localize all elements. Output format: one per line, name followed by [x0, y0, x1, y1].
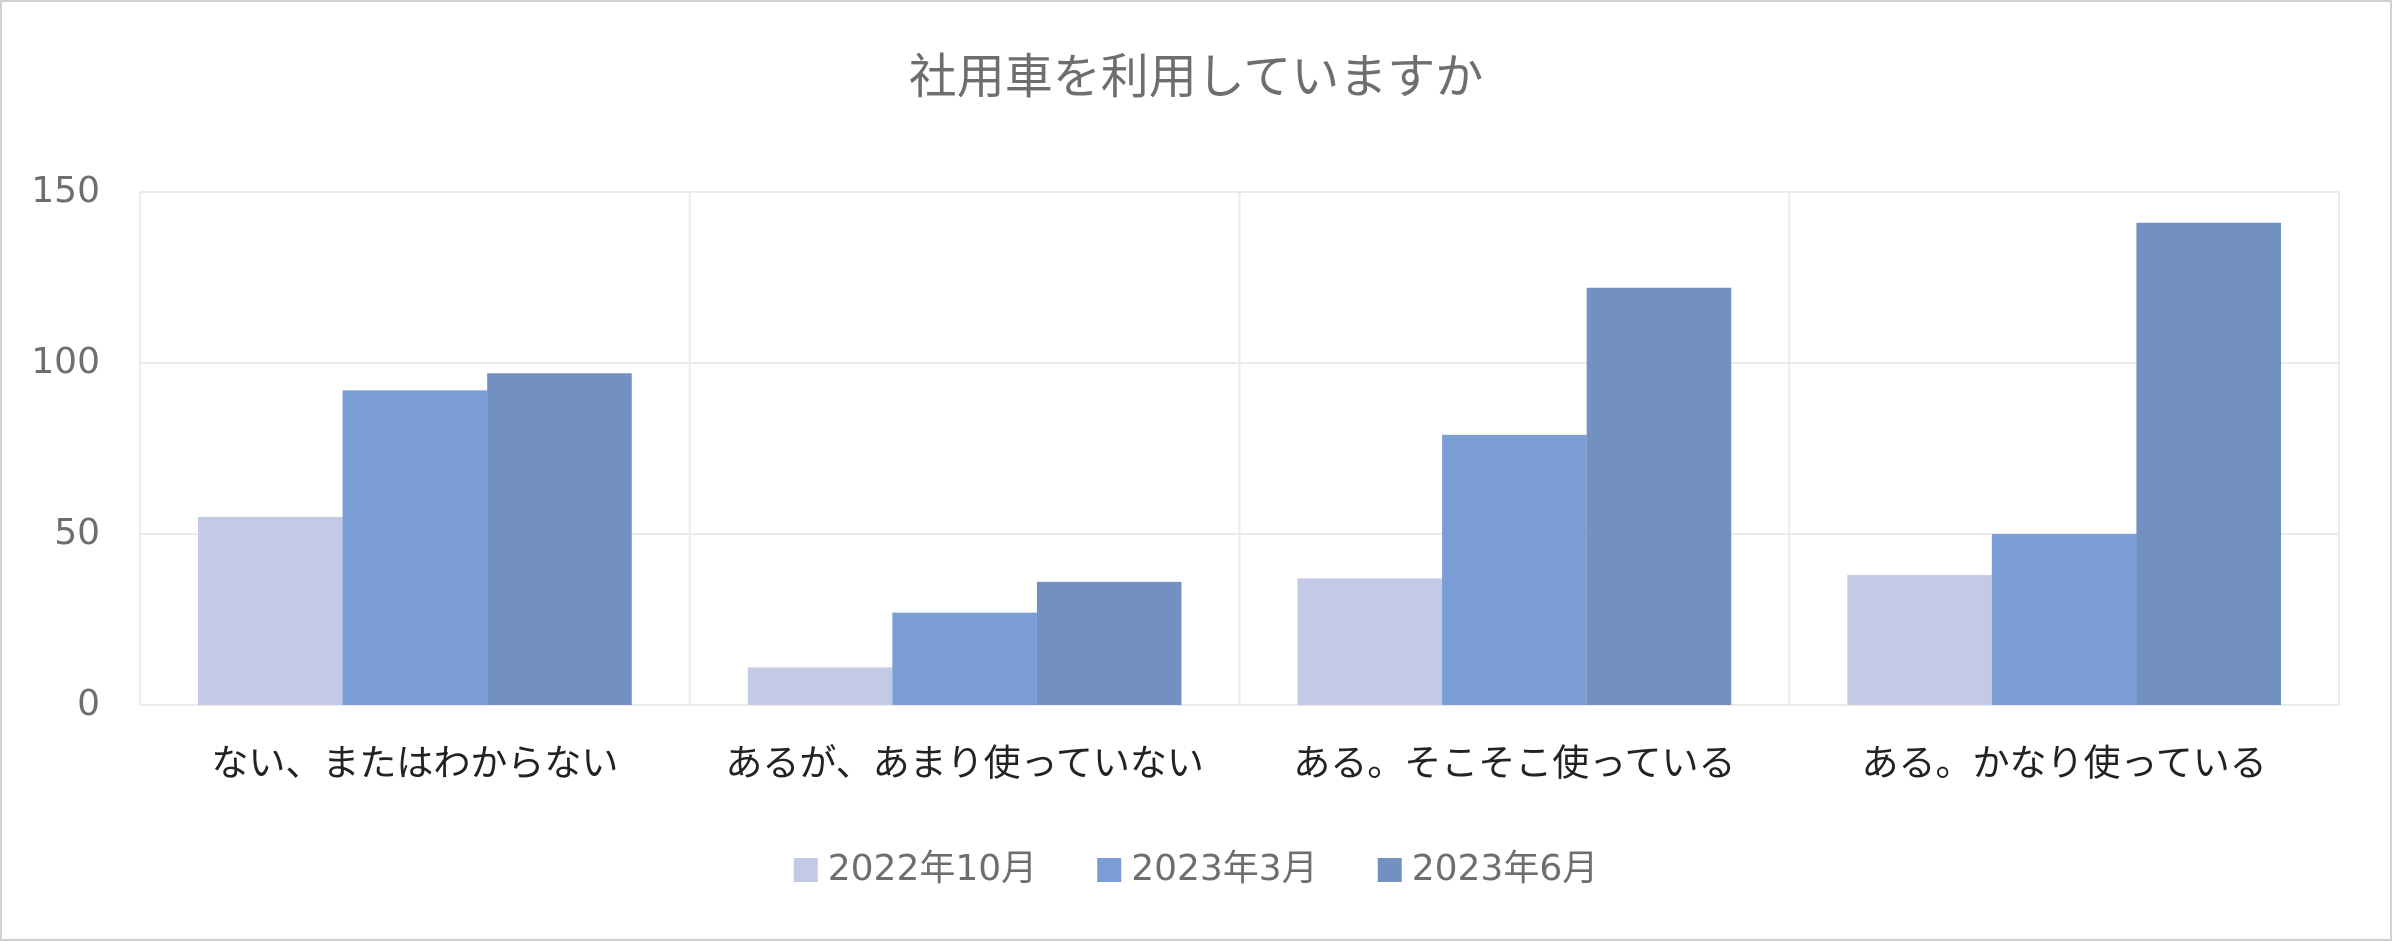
legend-swatch	[1377, 858, 1402, 882]
bar	[487, 373, 632, 705]
bar	[197, 516, 343, 705]
bar	[892, 612, 1037, 705]
x-tick-label: ある。かなり使っている	[1862, 742, 2267, 785]
y-tick-label: 50	[54, 512, 100, 553]
bar	[747, 667, 893, 705]
y-tick-label: 100	[31, 341, 100, 382]
legend-label: 2023年3月	[1131, 848, 1318, 889]
bar	[1847, 575, 1992, 705]
bar	[1991, 534, 2137, 705]
y-tick-label: 0	[77, 683, 100, 724]
bar	[1442, 434, 1587, 705]
chart-title: 社用車を利用していますか	[909, 49, 1484, 105]
bar	[1586, 287, 1732, 705]
legend-swatch	[1097, 858, 1122, 882]
bar	[2136, 222, 2282, 705]
bar	[1297, 578, 1443, 705]
x-tick-label: あるが、あまり使っていない	[725, 742, 1203, 785]
bar	[342, 390, 488, 705]
x-tick-label: ある。そこそこ使っている	[1293, 742, 1735, 785]
legend-label: 2022年10月	[828, 848, 1037, 889]
x-tick-label: ない、またはわからない	[211, 742, 618, 785]
bar	[1036, 581, 1182, 705]
y-tick-label: 150	[31, 170, 100, 211]
legend-label: 2023年6月	[1412, 848, 1599, 889]
legend-swatch	[793, 858, 818, 882]
